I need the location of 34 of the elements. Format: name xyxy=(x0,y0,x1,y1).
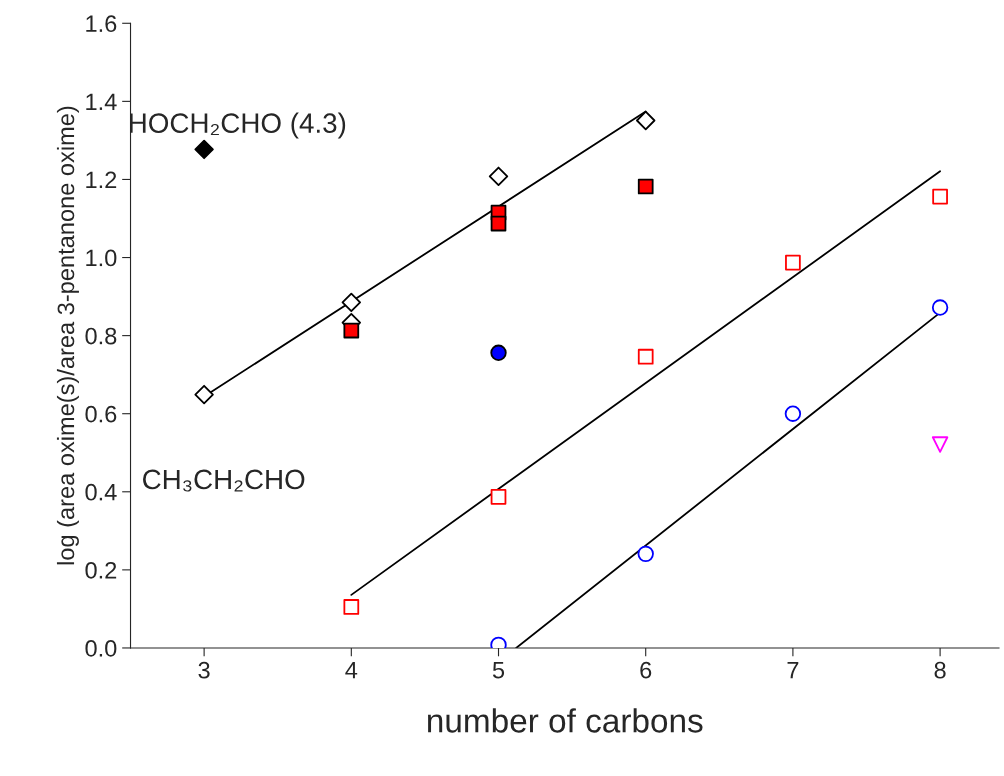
point xyxy=(194,139,214,160)
point xyxy=(932,188,948,205)
annotation: CH₃CH₂CHO xyxy=(143,469,305,492)
point xyxy=(341,292,362,313)
x-tick-label: 5 xyxy=(492,662,505,679)
y-tick-label: 1.6 xyxy=(86,15,117,33)
y-tick-label: 1.4 xyxy=(86,93,117,110)
point xyxy=(490,215,507,232)
y-tick-label: 0.0 xyxy=(85,640,117,657)
y-tick-label: 0.2 xyxy=(85,561,117,579)
point xyxy=(194,384,214,405)
y-tick-label: 0.6 xyxy=(85,405,117,423)
point xyxy=(637,178,654,195)
point xyxy=(343,322,360,339)
y-axis-title: log (area oxime(s)/area 3-pentanone oxime) xyxy=(56,106,79,565)
x-axis-title: number of carbons xyxy=(428,708,703,733)
y-tick-label: 1.0 xyxy=(86,249,117,267)
point xyxy=(343,599,360,615)
x-tick-label: 4 xyxy=(345,662,358,679)
point xyxy=(636,110,656,131)
x-tick-label: 7 xyxy=(787,662,799,679)
x-tick-label: 3 xyxy=(198,661,210,679)
point xyxy=(490,344,507,361)
point xyxy=(490,489,507,505)
x-tick-label: 8 xyxy=(934,661,946,679)
point xyxy=(637,348,654,365)
point xyxy=(785,254,801,271)
annotation: HOCH₂CHO (4.3) xyxy=(130,112,346,139)
point xyxy=(931,436,949,453)
y-tick-label: 0.4 xyxy=(85,483,117,501)
y-tick-label: 0.8 xyxy=(85,327,117,345)
y-tick-label: 1.2 xyxy=(86,171,117,189)
point xyxy=(488,166,509,187)
x-tick-label: 6 xyxy=(640,661,652,679)
